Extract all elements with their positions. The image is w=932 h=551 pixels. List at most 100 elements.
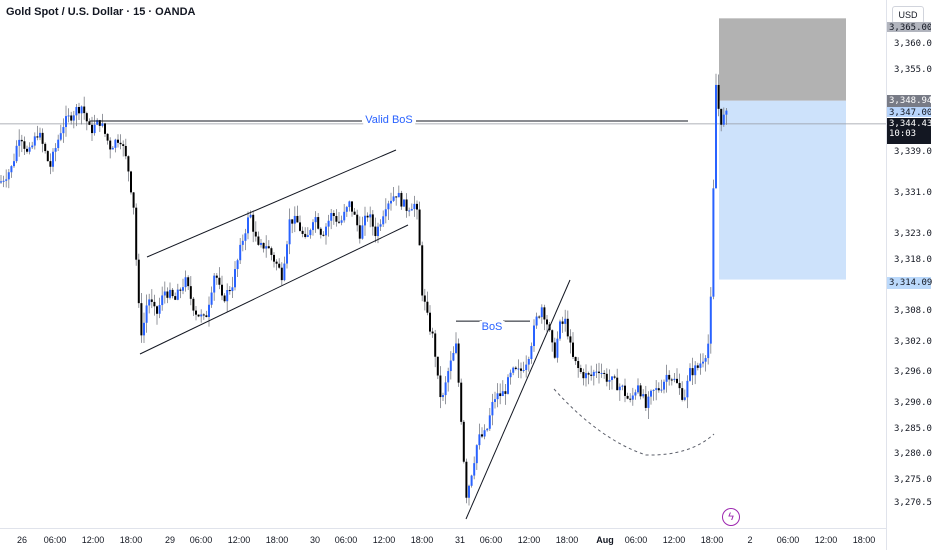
candle-body (28, 147, 31, 152)
candle-body (611, 376, 613, 381)
symbol-title[interactable]: Gold Spot / U.S. Dollar · 15 · OANDA (6, 6, 196, 18)
candle-body (338, 221, 340, 223)
candle-body (286, 244, 288, 264)
candle-body (106, 133, 109, 141)
candle-body (403, 199, 405, 207)
target-price-tag: 3,348.944 (887, 95, 932, 107)
candle-body (670, 379, 673, 381)
candle-body (522, 370, 525, 372)
y-tick-label: 3,285.000 (894, 423, 932, 434)
candle-body (722, 114, 725, 125)
candle-body (491, 401, 494, 416)
candle-body (65, 116, 67, 128)
candle-body (218, 277, 221, 285)
candle-body (637, 385, 639, 393)
candle-body (629, 398, 632, 400)
y-tick-label: 3,355.000 (894, 64, 932, 75)
y-tick-label: 3,270.500 (894, 498, 932, 509)
stop-price-tag: 3,314.090 (887, 277, 932, 289)
candle-body (332, 213, 335, 217)
candle-body (135, 207, 138, 260)
candle-body (457, 343, 460, 383)
candle-body (288, 219, 291, 245)
candle-body (132, 192, 135, 208)
candle-body (358, 225, 361, 239)
candle-body (111, 147, 114, 150)
x-tick-label: 29 (164, 535, 176, 545)
price-axis[interactable] (886, 0, 932, 550)
candle-body (582, 372, 585, 379)
candle-body (23, 141, 26, 149)
candle-body (322, 234, 325, 236)
candle-body (470, 475, 473, 486)
candle-body (663, 381, 665, 390)
candle-body (234, 269, 236, 288)
valid-bos-label[interactable]: Valid BoS (363, 114, 415, 126)
candle-body (561, 321, 564, 324)
candle-body (683, 397, 686, 400)
candle-body (605, 373, 608, 382)
candle-body (109, 140, 112, 150)
candle-body (665, 374, 668, 382)
candle-body (36, 136, 39, 138)
candle-body (228, 290, 231, 292)
candle-body (486, 428, 489, 431)
x-tick-label: 06:00 (189, 535, 213, 545)
x-tick-label: 18:00 (700, 535, 724, 545)
candle-body (345, 207, 348, 212)
candle-body (335, 216, 338, 222)
candle-body (538, 316, 541, 318)
candle-body (660, 389, 663, 391)
candle-body (78, 106, 80, 114)
candle-body (431, 331, 434, 334)
x-tick-label: 12:00 (662, 535, 686, 545)
candle-body (205, 315, 208, 318)
time-axis[interactable] (0, 528, 886, 551)
candle-body (481, 434, 483, 437)
candle-body (270, 248, 273, 255)
candle-body (691, 368, 694, 376)
candle-body (156, 306, 158, 314)
candle-body (405, 199, 408, 211)
candle-body (553, 342, 556, 358)
rounding-bottom-arc (553, 388, 715, 456)
candle-body (130, 171, 132, 193)
candle-body (413, 203, 416, 210)
candle-body (304, 233, 307, 237)
candle-body (652, 389, 655, 391)
candle-body (569, 336, 572, 343)
candle-body (137, 259, 140, 304)
candle-body (182, 287, 184, 291)
stop-zone (719, 100, 846, 280)
bos-label[interactable]: BoS (479, 321, 505, 333)
candle-body (44, 143, 47, 152)
candle-body (153, 301, 156, 307)
candle-body (330, 213, 333, 221)
x-tick-label: 31 (454, 535, 466, 545)
candle-body (296, 215, 299, 223)
candle-body (559, 321, 561, 339)
candle-body (101, 123, 104, 126)
candle-body (5, 179, 8, 181)
candle-body (52, 151, 54, 167)
candle-body (54, 148, 57, 152)
candle-body (384, 209, 387, 217)
candle-body (507, 377, 509, 394)
y-tick-label: 3,308.000 (894, 305, 932, 316)
y-tick-label: 3,275.000 (894, 475, 932, 486)
candle-body (514, 367, 517, 369)
candle-body (618, 386, 621, 391)
candle-body (67, 115, 70, 117)
candle-body (299, 222, 301, 231)
candle-body (598, 371, 600, 374)
candle-body (98, 120, 101, 126)
candle-body (319, 228, 322, 235)
candle-body (465, 461, 468, 498)
candle-body (452, 352, 455, 361)
candle-body (410, 209, 413, 211)
candle-body (93, 124, 96, 134)
candle-body (267, 246, 270, 249)
candle-body (517, 368, 520, 370)
lightning-icon[interactable]: ϟ (722, 508, 740, 526)
